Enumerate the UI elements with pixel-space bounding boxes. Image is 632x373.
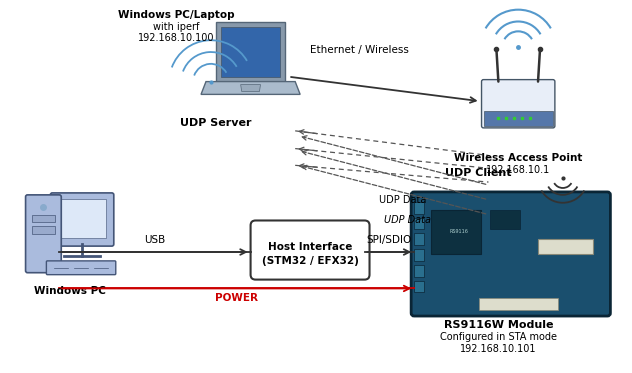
FancyBboxPatch shape bbox=[483, 111, 553, 126]
FancyBboxPatch shape bbox=[538, 239, 593, 254]
Text: Wireless Access Point: Wireless Access Point bbox=[454, 154, 583, 163]
Text: UDP Data: UDP Data bbox=[384, 214, 432, 225]
Polygon shape bbox=[201, 82, 300, 94]
FancyBboxPatch shape bbox=[414, 280, 424, 292]
Polygon shape bbox=[221, 27, 281, 77]
FancyBboxPatch shape bbox=[414, 249, 424, 261]
FancyBboxPatch shape bbox=[414, 233, 424, 245]
Text: Windows PC/Laptop: Windows PC/Laptop bbox=[118, 10, 234, 20]
Text: Configured in STA mode: Configured in STA mode bbox=[440, 332, 557, 342]
Text: 192.168.10.101: 192.168.10.101 bbox=[460, 344, 537, 354]
Text: Windows PC: Windows PC bbox=[34, 285, 106, 295]
FancyBboxPatch shape bbox=[414, 265, 424, 277]
FancyBboxPatch shape bbox=[51, 193, 114, 246]
FancyBboxPatch shape bbox=[431, 210, 480, 254]
Text: with iperf: with iperf bbox=[153, 22, 200, 32]
Text: SPI/SDIO: SPI/SDIO bbox=[367, 235, 412, 245]
FancyBboxPatch shape bbox=[478, 298, 558, 310]
Text: Host Interface: Host Interface bbox=[268, 242, 352, 252]
Text: RS9116: RS9116 bbox=[449, 229, 468, 234]
Text: 192.168.10.1: 192.168.10.1 bbox=[486, 165, 550, 175]
Text: 192.168.10.100: 192.168.10.100 bbox=[138, 33, 214, 43]
FancyBboxPatch shape bbox=[58, 199, 106, 238]
FancyBboxPatch shape bbox=[482, 79, 555, 128]
FancyBboxPatch shape bbox=[32, 214, 56, 222]
Polygon shape bbox=[216, 22, 285, 82]
FancyBboxPatch shape bbox=[414, 202, 424, 214]
Text: UDP Data: UDP Data bbox=[379, 195, 427, 205]
FancyBboxPatch shape bbox=[250, 220, 370, 280]
FancyBboxPatch shape bbox=[411, 192, 611, 316]
Text: RS9116W Module: RS9116W Module bbox=[444, 320, 553, 330]
FancyBboxPatch shape bbox=[46, 261, 116, 275]
Text: UDP Client: UDP Client bbox=[446, 168, 512, 178]
FancyBboxPatch shape bbox=[25, 195, 61, 273]
FancyBboxPatch shape bbox=[32, 226, 56, 234]
FancyBboxPatch shape bbox=[414, 217, 424, 229]
Text: POWER: POWER bbox=[216, 294, 258, 303]
Text: UDP Server: UDP Server bbox=[180, 118, 252, 128]
Polygon shape bbox=[241, 85, 260, 91]
Text: Ethernet / Wireless: Ethernet / Wireless bbox=[310, 45, 409, 55]
Text: (STM32 / EFX32): (STM32 / EFX32) bbox=[262, 256, 358, 266]
Text: USB: USB bbox=[144, 235, 165, 245]
FancyBboxPatch shape bbox=[490, 210, 520, 229]
